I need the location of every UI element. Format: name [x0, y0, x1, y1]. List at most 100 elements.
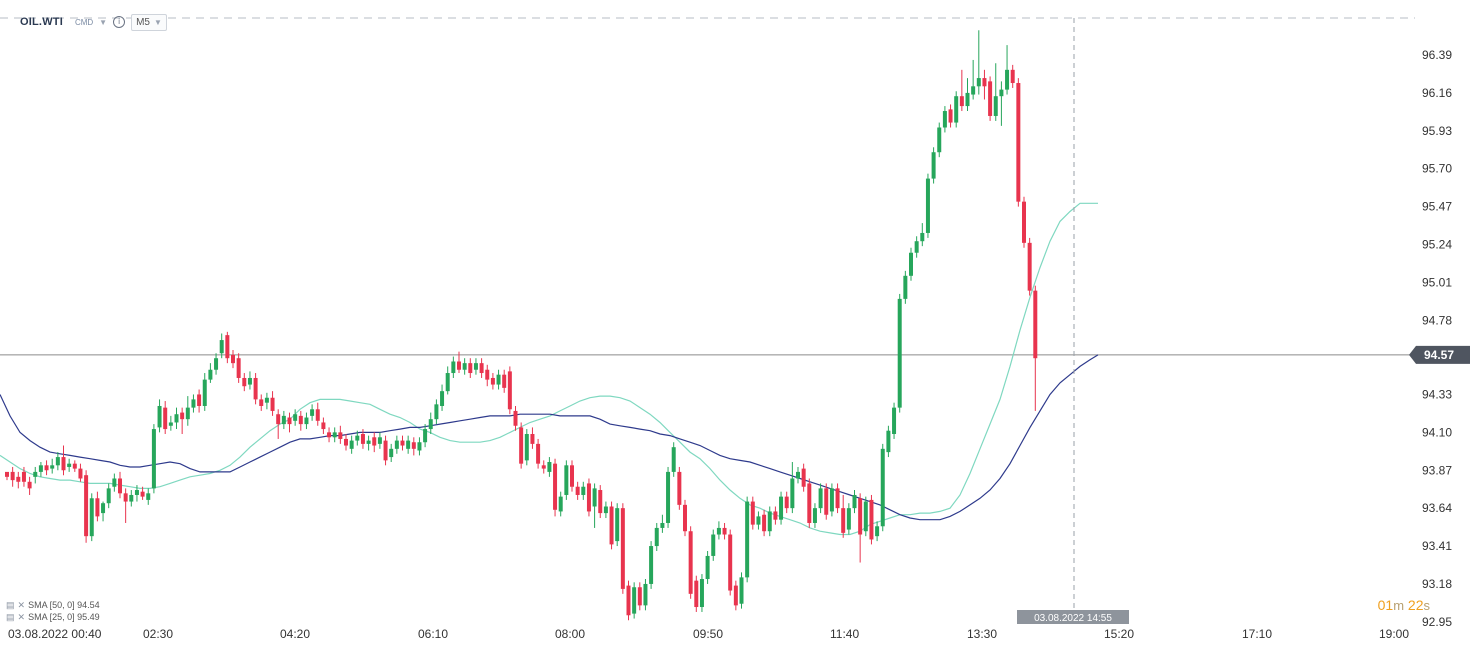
candle-body[interactable] [10, 471, 15, 481]
candle-body[interactable] [993, 96, 998, 116]
candle-body[interactable] [84, 475, 89, 537]
candle-body[interactable] [914, 241, 919, 253]
candle-body[interactable] [1027, 242, 1032, 291]
candle-body[interactable] [705, 555, 710, 580]
candle-body[interactable] [151, 429, 156, 489]
candle-body[interactable] [1033, 290, 1038, 359]
timeframe-select[interactable]: M5 ▼ [131, 13, 167, 31]
candle-body[interactable] [287, 417, 292, 425]
candle-body[interactable] [50, 465, 55, 469]
candle-body[interactable] [643, 583, 648, 606]
candle-body[interactable] [965, 92, 970, 107]
candle-body[interactable] [394, 440, 399, 449]
candle-body[interactable] [293, 414, 298, 421]
candle-body[interactable] [660, 522, 665, 528]
candle-body[interactable] [310, 409, 315, 416]
candle-body[interactable] [462, 363, 467, 370]
candle-body[interactable] [818, 488, 823, 509]
candle-body[interactable] [903, 275, 908, 299]
candle-body[interactable] [954, 96, 959, 123]
candle-body[interactable] [61, 457, 66, 471]
candle-body[interactable] [773, 511, 778, 520]
close-icon[interactable]: ✕ [17, 612, 26, 622]
candle-body[interactable] [626, 585, 631, 616]
candle-body[interactable] [1010, 69, 1015, 84]
candle-body[interactable] [123, 493, 128, 502]
candle-body[interactable] [55, 457, 60, 466]
candle-body[interactable] [762, 514, 767, 532]
candle-body[interactable] [168, 422, 173, 426]
candle-body[interactable] [21, 471, 26, 482]
candle-body[interactable] [276, 414, 281, 425]
candle-body[interactable] [457, 361, 461, 370]
candle-body[interactable] [332, 432, 337, 438]
candle-body[interactable] [451, 361, 456, 374]
candle-body[interactable] [812, 508, 817, 523]
legend-item-sma25[interactable]: ▤ ✕ SMA [25, 0] 95.49 [6, 611, 100, 623]
candle-body[interactable] [118, 478, 122, 494]
candle-body[interactable] [411, 442, 416, 449]
candle-body[interactable] [620, 508, 625, 589]
candle-body[interactable] [389, 448, 394, 458]
candle-body[interactable] [349, 440, 354, 449]
candle-body[interactable] [869, 499, 874, 540]
candle-body[interactable] [892, 407, 897, 434]
candle-body[interactable] [677, 471, 682, 505]
candle-body[interactable] [925, 178, 930, 233]
candle-body[interactable] [16, 476, 21, 482]
candle-body[interactable] [541, 465, 546, 469]
candle-body[interactable] [807, 483, 812, 523]
candle-body[interactable] [327, 432, 332, 438]
candle-body[interactable] [417, 442, 422, 451]
candle-body[interactable] [197, 394, 202, 406]
candle-body[interactable] [999, 89, 1004, 97]
candle-body[interactable] [920, 232, 925, 242]
candle-body[interactable] [711, 534, 716, 556]
candle-body[interactable] [101, 503, 106, 514]
candle-body[interactable] [163, 407, 168, 430]
candle-body[interactable] [129, 494, 134, 502]
candle-body[interactable] [44, 465, 49, 471]
candle-body[interactable] [948, 109, 953, 123]
chevron-down-icon[interactable]: ▼ [99, 17, 108, 27]
candle-body[interactable] [140, 491, 145, 497]
candle-body[interactable] [570, 465, 574, 487]
candle-body[interactable] [875, 526, 880, 537]
candle-body[interactable] [931, 152, 936, 179]
candle-body[interactable] [739, 577, 744, 604]
candle-body[interactable] [496, 374, 501, 385]
candle-body[interactable] [897, 298, 902, 408]
candle-body[interactable] [784, 496, 789, 509]
candle-body[interactable] [1005, 69, 1010, 90]
candle-body[interactable] [247, 377, 252, 385]
candle-body[interactable] [971, 86, 976, 95]
candle-body[interactable] [547, 462, 552, 472]
candle-body[interactable] [846, 508, 851, 530]
candle-body[interactable] [473, 363, 478, 370]
candle-body[interactable] [264, 397, 269, 403]
candle-body[interactable] [586, 483, 591, 512]
candle-body[interactable] [5, 471, 9, 477]
candle-body[interactable] [575, 486, 580, 495]
close-icon[interactable]: ✕ [17, 600, 26, 610]
candle-body[interactable] [360, 434, 365, 444]
candle-body[interactable] [33, 471, 38, 477]
candle-body[interactable] [366, 440, 371, 444]
candle-body[interactable] [942, 111, 947, 128]
candle-body[interactable] [564, 465, 569, 495]
candle-body[interactable] [988, 81, 993, 116]
candle-body[interactable] [959, 96, 964, 107]
candle-body[interactable] [38, 465, 43, 472]
candle-body[interactable] [852, 494, 857, 509]
candle-body[interactable] [434, 404, 439, 420]
candle-body[interactable] [502, 374, 507, 388]
candle-body[interactable] [225, 335, 230, 359]
symbol-label[interactable]: OIL.WTI [20, 16, 63, 28]
candle-body[interactable] [688, 531, 693, 594]
candle-body[interactable] [27, 481, 32, 489]
candle-body[interactable] [423, 429, 428, 443]
candle-body[interactable] [191, 399, 196, 408]
candle-body[interactable] [78, 468, 83, 479]
candle-body[interactable] [259, 399, 264, 406]
